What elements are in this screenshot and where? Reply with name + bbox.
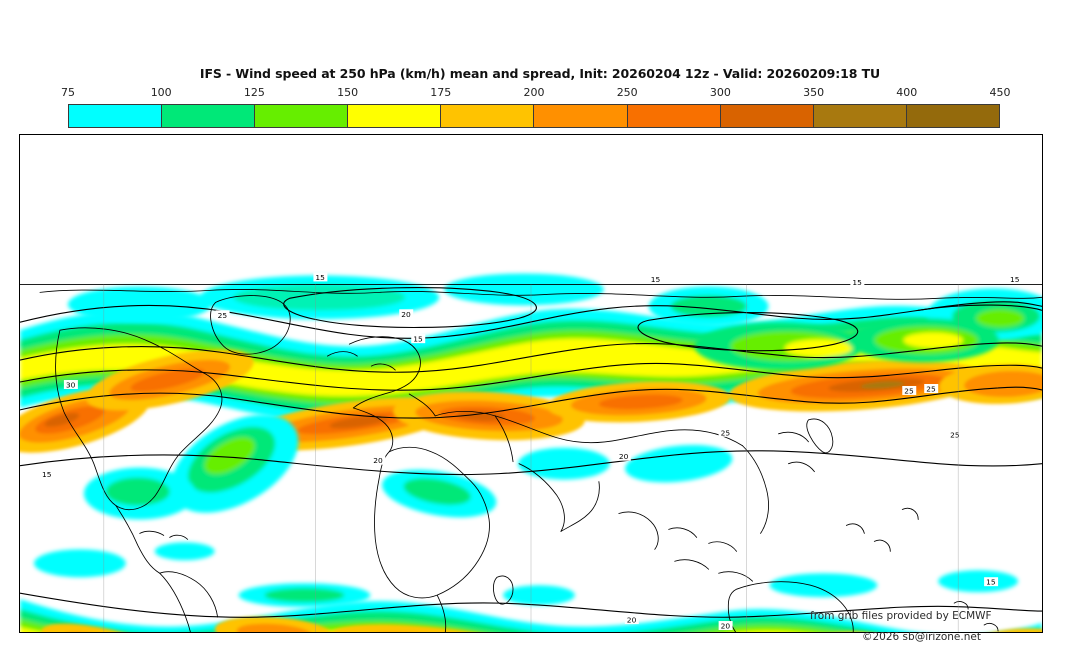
svg-text:15: 15 [986, 578, 996, 587]
svg-text:15: 15 [1010, 275, 1020, 284]
svg-text:20: 20 [619, 452, 629, 461]
data-source-credit: from grib files provided by ECMWF [810, 610, 992, 622]
copyright-credit: ©2026 sb@irizone.net [862, 631, 981, 643]
colorbar-segment-200 [534, 105, 628, 127]
nh-trough-patches [83, 414, 733, 520]
colorbar-tick-125: 125 [243, 86, 265, 99]
colorbar-segment-400 [906, 105, 999, 127]
colorbar-tick-labels: 75 100 125 150 175 200 250 300 350 400 450 [61, 86, 1011, 102]
page-title: IFS - Wind speed at 250 hPa (km/h) mean … [199, 66, 881, 81]
colorbar-segment-75 [69, 105, 163, 127]
svg-text:15: 15 [42, 470, 52, 479]
svg-text:25: 25 [721, 428, 731, 437]
colorbar-tick-350: 350 [803, 86, 825, 99]
colorbar-segment-250 [627, 105, 721, 127]
svg-text:15: 15 [315, 273, 325, 282]
svg-text:20: 20 [373, 456, 383, 465]
colorbar-tick-450: 450 [989, 86, 1011, 99]
svg-text:20: 20 [721, 622, 731, 631]
colorbar-tick-250: 250 [616, 86, 638, 99]
map-frame[interactable]: 15 15 15 15 25 20 15 30 15 20 25 20 25 2… [19, 134, 1043, 633]
colorbar-tick-75: 75 [61, 86, 75, 99]
svg-text:25: 25 [926, 384, 936, 393]
svg-text:25: 25 [904, 386, 914, 395]
colorbar-segment-350 [813, 105, 907, 127]
global-wind-speed-map: 15 15 15 15 25 20 15 30 15 20 25 20 25 2… [20, 238, 1042, 632]
colorbar: 75 100 125 150 175 200 250 300 350 400 450 [61, 86, 1011, 132]
svg-text:15: 15 [651, 275, 661, 284]
colorbar-segment-125 [255, 105, 349, 127]
colorbar-tick-400: 400 [896, 86, 918, 99]
svg-text:30: 30 [66, 380, 76, 389]
colorbar-tick-200: 200 [523, 86, 545, 99]
svg-text:15: 15 [852, 278, 862, 287]
colorbar-segment-300 [720, 105, 814, 127]
tropical-patches [33, 542, 1019, 608]
sh-jet-cores [41, 616, 1042, 632]
colorbar-segment-175 [441, 105, 535, 127]
svg-text:15: 15 [413, 335, 423, 344]
colorbar-segment-100 [162, 105, 256, 127]
colorbar-strip [68, 104, 1000, 128]
svg-text:20: 20 [627, 616, 637, 625]
contour-labels: 15 15 15 15 25 20 15 30 15 20 25 20 25 2… [39, 238, 1023, 631]
svg-text:25: 25 [218, 311, 228, 320]
colorbar-segment-150 [348, 105, 442, 127]
spread-contours [20, 287, 1042, 618]
svg-text:25: 25 [950, 430, 960, 439]
svg-text:20: 20 [401, 310, 411, 319]
colorbar-tick-175: 175 [430, 86, 452, 99]
colorbar-tick-150: 150 [337, 86, 359, 99]
graticule [103, 284, 959, 632]
colorbar-tick-300: 300 [709, 86, 731, 99]
colorbar-tick-100: 100 [150, 86, 172, 99]
